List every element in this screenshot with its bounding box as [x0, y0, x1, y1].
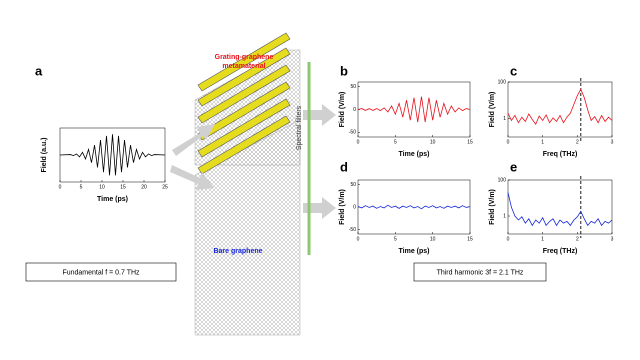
- x-tick-label: 15: [120, 184, 126, 190]
- x-tick-label: 10: [430, 139, 436, 145]
- y-tick-label: 50: [350, 84, 356, 90]
- plot-frame: [507, 179, 613, 235]
- x-tick-label: 1: [541, 139, 544, 145]
- data-line: [357, 96, 471, 123]
- x-tick-label: 10: [430, 236, 436, 242]
- plot-frame: [507, 81, 613, 138]
- filters-label: Spectral filters: [296, 105, 303, 150]
- panel-label: b: [340, 63, 348, 78]
- y-axis-label: Field (a.u.): [41, 138, 48, 173]
- y-tick-label: 50: [350, 182, 356, 188]
- x-tick-label: 3: [611, 139, 614, 145]
- y-axis-label: Field (V/m): [339, 92, 346, 128]
- x-tick-label: 25: [162, 184, 168, 190]
- x-tick-label: 0: [357, 236, 360, 242]
- x-tick-label: 10: [99, 184, 105, 190]
- x-tick-label: 20: [141, 184, 147, 190]
- x-tick-label: 0: [59, 184, 62, 190]
- grating-label: Grating-graphene: [215, 54, 274, 61]
- x-axis-label: Freq (THz): [543, 151, 578, 158]
- y-tick-label: 100: [498, 79, 507, 85]
- panel-label: e: [510, 159, 517, 174]
- x-tick-label: 5: [394, 236, 397, 242]
- grating-label: metamaterial: [222, 63, 265, 70]
- y-tick-label: 100: [498, 177, 507, 183]
- x-axis-label: Time (ps): [399, 248, 430, 255]
- x-axis-label: Time (ps): [399, 151, 430, 158]
- box: [25, 262, 177, 282]
- y-tick-label: 0: [353, 204, 356, 210]
- grating: [194, 32, 301, 175]
- bare-label: Bare graphene: [213, 248, 262, 255]
- y-tick-label: 1: [503, 213, 506, 219]
- x-tick-label: 2: [576, 236, 579, 242]
- y-axis-label: Field (V/m): [489, 189, 496, 225]
- y-tick-label: -50: [349, 130, 356, 136]
- x-tick-label: 3: [611, 236, 614, 242]
- panel-label: d: [340, 159, 348, 174]
- fundamental-label: Fundamental f = 0.7 THz: [62, 269, 140, 276]
- data-line: [59, 134, 166, 176]
- arrows: [170, 104, 336, 219]
- y-tick-label: 0: [353, 107, 356, 113]
- y-tick-label: -50: [349, 227, 356, 233]
- y-axis-label: Field (V/m): [489, 92, 496, 128]
- data-line: [507, 192, 613, 227]
- panel-label: c: [510, 63, 517, 78]
- x-axis-label: Freq (THz): [543, 248, 578, 255]
- x-axis-label: Time (ps): [97, 196, 128, 203]
- x-tick-label: 0: [507, 236, 510, 242]
- x-tick-label: 1: [541, 236, 544, 242]
- y-tick-label: 1: [503, 116, 506, 122]
- data-line: [357, 204, 471, 210]
- y-axis-label: Field (V/m): [339, 189, 346, 225]
- harmonic-label: Third harmonic 3f = 2.1 THz: [437, 269, 524, 276]
- x-tick-label: 15: [467, 139, 473, 145]
- x-tick-label: 5: [80, 184, 83, 190]
- x-tick-label: 0: [507, 139, 510, 145]
- box: [413, 262, 547, 282]
- x-tick-label: 15: [467, 236, 473, 242]
- panel-label: a: [35, 63, 43, 78]
- data-line: [507, 88, 613, 125]
- x-tick-label: 0: [357, 139, 360, 145]
- x-tick-label: 5: [394, 139, 397, 145]
- x-tick-label: 2: [576, 139, 579, 145]
